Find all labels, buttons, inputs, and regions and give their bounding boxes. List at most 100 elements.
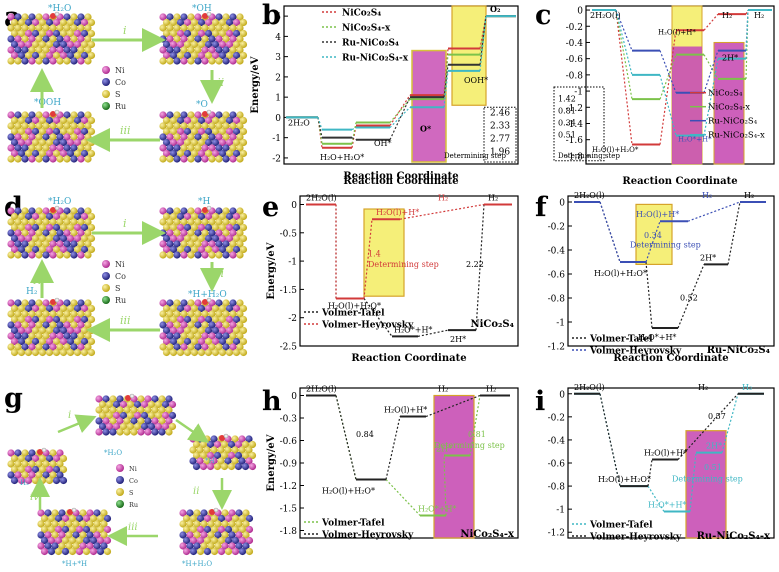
- atom: [204, 127, 213, 136]
- atom: [10, 245, 19, 254]
- connector-line: [745, 10, 749, 79]
- atom: [73, 51, 82, 60]
- atom: [144, 395, 152, 403]
- state-label: 2H*: [700, 253, 716, 262]
- atom: [80, 304, 89, 313]
- y-tick-label: -0.4: [548, 436, 566, 446]
- atom: [204, 234, 213, 243]
- atom: [165, 428, 173, 436]
- adsorbate-atom: [202, 299, 208, 305]
- atom: [42, 218, 50, 226]
- atom: [7, 218, 15, 226]
- atom: [197, 51, 206, 60]
- atom: [63, 321, 71, 329]
- atom: [7, 471, 15, 479]
- atom: [162, 212, 171, 221]
- atom: [192, 451, 201, 460]
- atom: [89, 514, 98, 523]
- atom: [173, 218, 181, 226]
- atom: [63, 310, 71, 318]
- atom: [66, 51, 75, 60]
- atom: [31, 337, 40, 346]
- atom: [52, 149, 61, 158]
- atom: [63, 35, 71, 43]
- atom: [201, 321, 209, 329]
- connector-line: [615, 9, 633, 145]
- atom: [49, 251, 57, 259]
- atom: [49, 229, 57, 237]
- atom: [187, 13, 195, 21]
- atom: [229, 251, 237, 259]
- atom: [14, 122, 22, 130]
- atom: [201, 240, 209, 248]
- atom: [63, 332, 71, 340]
- legend-item: NiCo₂S₄-x: [690, 103, 750, 113]
- atom: [189, 457, 197, 465]
- atom: [173, 240, 181, 248]
- atom: [238, 435, 246, 443]
- atom: [105, 411, 114, 420]
- atom: [35, 144, 43, 152]
- atom: [222, 13, 230, 21]
- atom: [137, 406, 145, 414]
- atom: [37, 542, 45, 550]
- atom: [52, 337, 61, 346]
- atom: [130, 406, 138, 414]
- atom: [225, 315, 234, 324]
- atom: [159, 111, 167, 119]
- atom: [52, 51, 61, 60]
- atom: [59, 348, 68, 357]
- atom: [35, 218, 43, 226]
- atom: [49, 57, 57, 65]
- atom: [105, 400, 114, 409]
- atom: [182, 514, 191, 523]
- state-label: *H: [205, 457, 215, 465]
- atom: [66, 138, 75, 147]
- atom: [211, 116, 220, 125]
- atom: [21, 24, 29, 32]
- state-label: O₂: [490, 4, 501, 14]
- atom: [147, 400, 156, 409]
- legend-item: NiCo₂S₄-x: [322, 24, 391, 34]
- atom: [28, 310, 36, 318]
- atom: [7, 35, 15, 43]
- atom: [187, 240, 195, 248]
- atom: [96, 547, 105, 556]
- atom: [54, 514, 63, 523]
- atom: [98, 400, 107, 409]
- legend-label: Volmer-Tafel: [321, 519, 385, 529]
- atom: [77, 299, 85, 307]
- atom: [56, 122, 64, 130]
- atom: [176, 223, 185, 232]
- atom: [173, 57, 181, 65]
- atom: [84, 218, 92, 226]
- atom: [183, 138, 192, 147]
- atom: [187, 207, 195, 215]
- atom: [75, 536, 84, 545]
- atom: [169, 212, 178, 221]
- legend-swatch: [102, 78, 110, 86]
- y-tick-label: -0.8: [548, 483, 566, 493]
- atom: [21, 122, 29, 130]
- atom: [28, 240, 36, 248]
- legend-item: Ni: [116, 464, 137, 473]
- atom: [147, 422, 156, 431]
- y-tick-label: -2.5: [280, 343, 298, 353]
- state-label: H₂O(l)+H*: [658, 28, 696, 36]
- atom: [159, 321, 167, 329]
- atom: [239, 337, 248, 346]
- atom: [82, 514, 91, 523]
- atom: [35, 207, 43, 215]
- atom: [102, 417, 110, 425]
- atom: [222, 251, 230, 259]
- overpotential-value: 2.33: [490, 121, 510, 131]
- atom: [17, 315, 26, 324]
- atom: [40, 514, 49, 523]
- atom: [180, 343, 188, 351]
- atom: [10, 304, 19, 313]
- atom: [14, 299, 22, 307]
- atom: [73, 149, 82, 158]
- atom: [158, 406, 166, 414]
- y-tick-label: -2: [272, 154, 281, 164]
- atom: [37, 509, 45, 517]
